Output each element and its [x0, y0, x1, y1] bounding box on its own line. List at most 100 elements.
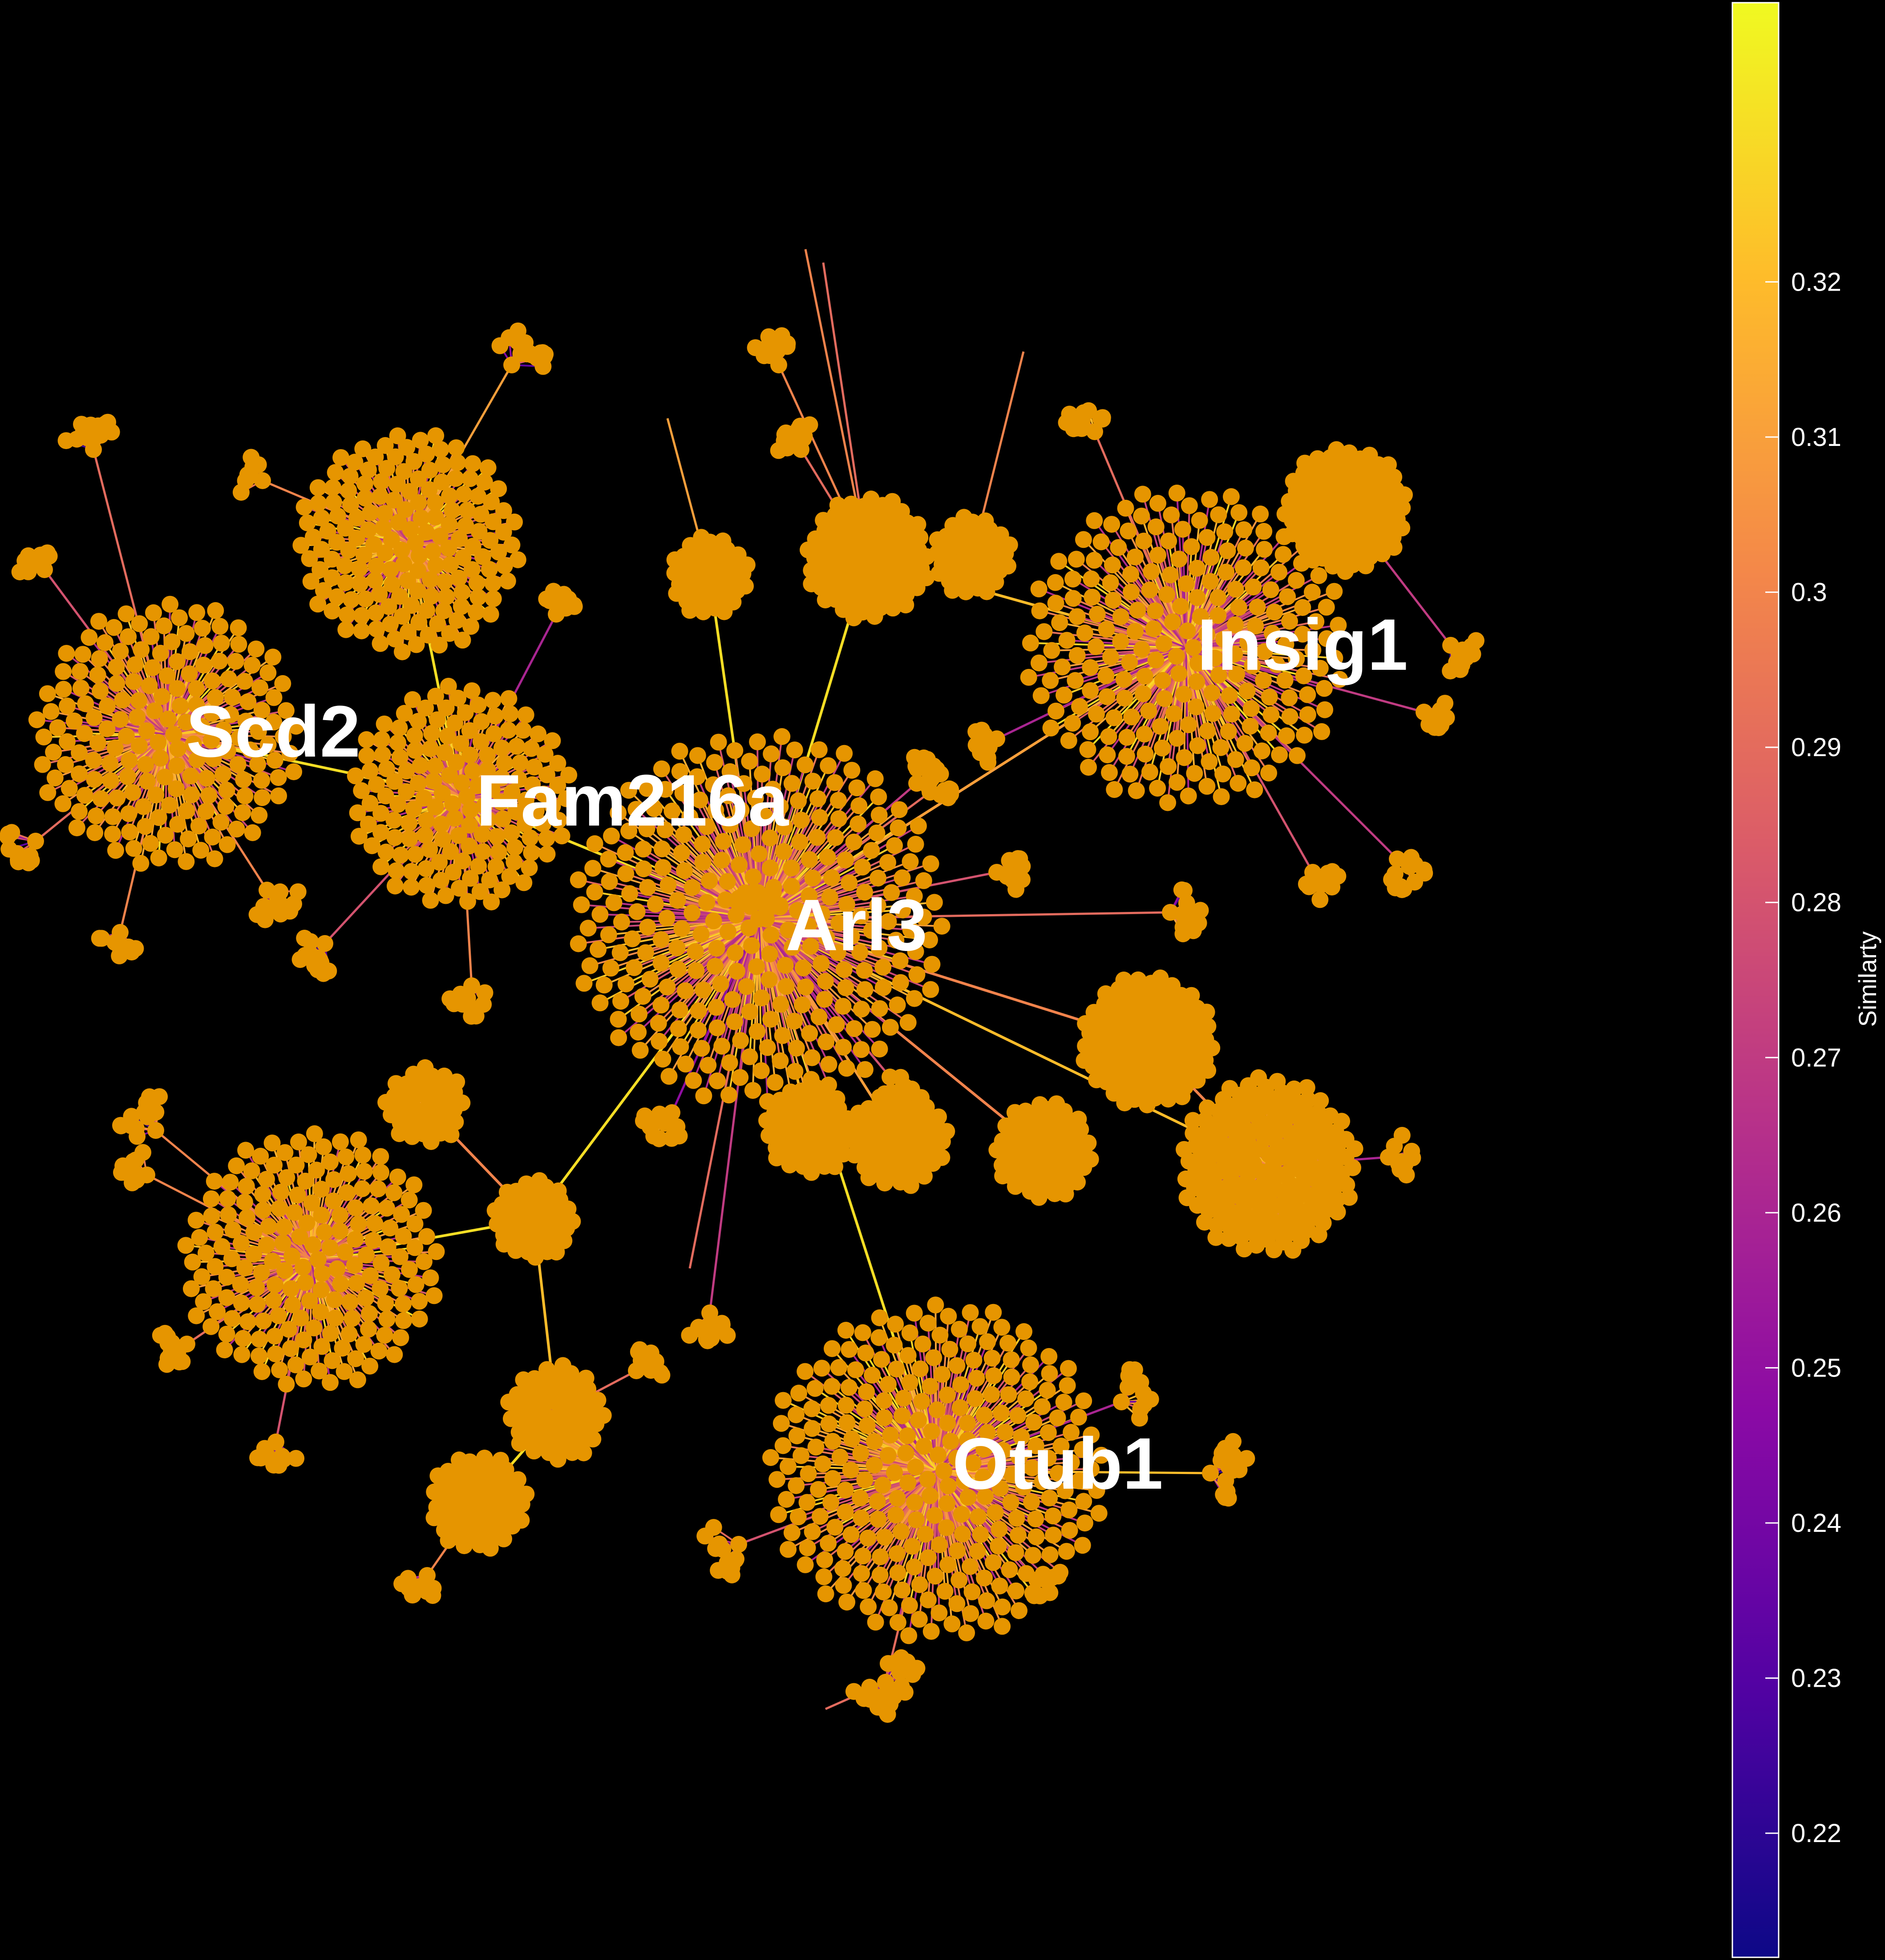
node: [1277, 636, 1294, 653]
node: [1011, 1449, 1028, 1466]
node: [309, 479, 327, 496]
node: [1222, 488, 1240, 505]
node: [906, 1304, 923, 1322]
node: [800, 1465, 817, 1482]
node: [1088, 705, 1105, 723]
node: [463, 561, 481, 578]
node: [1249, 599, 1266, 616]
node: [472, 733, 489, 750]
node: [835, 1577, 852, 1594]
node: [340, 542, 357, 559]
node: [325, 494, 342, 511]
node: [824, 1470, 841, 1487]
node: [794, 960, 812, 976]
node: [1042, 719, 1060, 737]
node: [1010, 1527, 1027, 1544]
node: [927, 1296, 944, 1314]
node: [732, 1032, 749, 1049]
node: [518, 791, 534, 809]
node: [864, 1366, 881, 1384]
node: [461, 838, 478, 854]
node: [650, 1015, 667, 1032]
node: [476, 797, 493, 814]
node: [108, 675, 125, 692]
node: [495, 502, 512, 519]
node: [376, 1327, 393, 1344]
node: [1023, 1459, 1041, 1477]
node: [35, 729, 53, 745]
node: [1097, 985, 1114, 1002]
node: [180, 830, 197, 847]
node-layer: [0, 322, 1485, 1723]
node: [675, 826, 692, 843]
node: [570, 871, 587, 888]
node: [455, 486, 473, 503]
node: [451, 530, 468, 547]
node: [1181, 497, 1198, 514]
node: [967, 1390, 984, 1407]
node: [639, 879, 656, 896]
node: [188, 604, 206, 621]
node: [342, 496, 359, 514]
node: [804, 1420, 821, 1437]
node: [857, 1344, 874, 1362]
node: [487, 858, 505, 875]
node: [870, 1329, 888, 1346]
node: [724, 991, 741, 1008]
node: [357, 1289, 374, 1307]
node: [976, 1569, 993, 1587]
node: [631, 1005, 648, 1023]
node: [748, 958, 765, 975]
node: [1218, 563, 1235, 581]
node: [749, 733, 766, 750]
node: [194, 620, 211, 637]
node: [1310, 1226, 1327, 1243]
node: [892, 974, 909, 991]
node: [874, 959, 892, 976]
node: [820, 1397, 837, 1414]
node: [801, 851, 818, 868]
node: [483, 493, 500, 510]
node: [780, 1458, 797, 1475]
node: [462, 618, 480, 635]
node: [845, 1020, 863, 1037]
node: [243, 656, 261, 674]
node: [1136, 725, 1153, 743]
node: [1056, 686, 1072, 704]
edge: [166, 733, 268, 891]
node: [59, 697, 76, 715]
node: [315, 582, 332, 599]
node: [188, 1307, 205, 1324]
node: [161, 797, 178, 814]
node: [591, 994, 609, 1012]
node: [854, 1324, 871, 1341]
node: [1009, 1407, 1027, 1424]
node: [479, 811, 497, 828]
node: [233, 1294, 250, 1312]
node: [880, 1376, 897, 1393]
node: [760, 971, 778, 988]
node: [856, 981, 874, 998]
node: [715, 833, 732, 850]
node: [271, 1200, 288, 1217]
node: [1115, 671, 1133, 688]
node: [418, 602, 436, 619]
node: [1116, 1094, 1133, 1112]
node: [188, 680, 205, 697]
node: [939, 1477, 957, 1494]
node: [787, 1406, 805, 1423]
node: [991, 1521, 1008, 1538]
node: [1262, 706, 1280, 724]
node: [983, 1349, 1001, 1367]
node: [368, 620, 385, 638]
node: [250, 723, 267, 740]
node: [676, 982, 694, 1000]
node: [220, 1206, 237, 1223]
node: [1346, 1140, 1363, 1158]
node: [1260, 764, 1278, 782]
node: [1203, 684, 1221, 701]
node: [454, 852, 472, 870]
node: [1307, 613, 1325, 630]
node: [1058, 1543, 1075, 1560]
node: [207, 689, 224, 706]
